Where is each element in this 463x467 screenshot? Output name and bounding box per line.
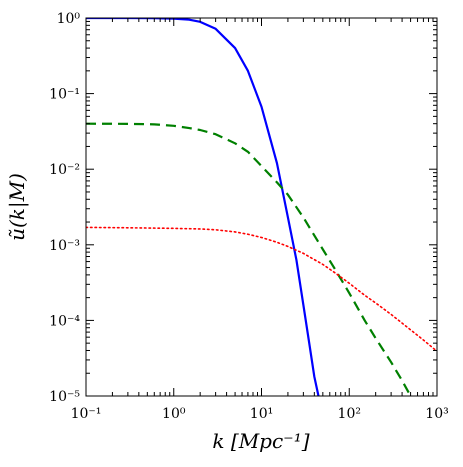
- y-tick-label: 10⁻¹: [49, 87, 80, 103]
- y-tick-label: 10⁰: [57, 11, 81, 27]
- series-line-dotted: [86, 226, 437, 353]
- series-layer: [86, 18, 437, 396]
- y-axis-label: ũ(k|M): [5, 173, 30, 241]
- x-tick-label: 10³: [425, 406, 448, 422]
- y-tick-label: 10⁻³: [49, 238, 80, 254]
- x-axis-label: k [Mpc⁻¹]: [212, 429, 309, 453]
- x-tick-label: 10⁻¹: [71, 406, 102, 422]
- y-tick-label: 10⁻²: [49, 162, 80, 178]
- series-line-solid: [86, 18, 320, 396]
- y-tick-label: 10⁻⁵: [49, 389, 80, 405]
- series-line-dashed: [86, 122, 412, 396]
- y-tick-label: 10⁻⁴: [49, 313, 80, 329]
- x-tick-label: 10²: [338, 406, 361, 422]
- label-layer: 10⁻¹ 10⁰ 10¹ 10² 10³ 10⁰ 10⁻¹ 10⁻² 10⁻³ 10⁻⁴ 10⁻⁵: [49, 11, 449, 422]
- x-tick-label: 10⁰: [162, 406, 186, 422]
- tick-layer: [85, 17, 438, 397]
- x-tick-label: 10¹: [250, 406, 273, 422]
- plot-frame: [85, 17, 438, 397]
